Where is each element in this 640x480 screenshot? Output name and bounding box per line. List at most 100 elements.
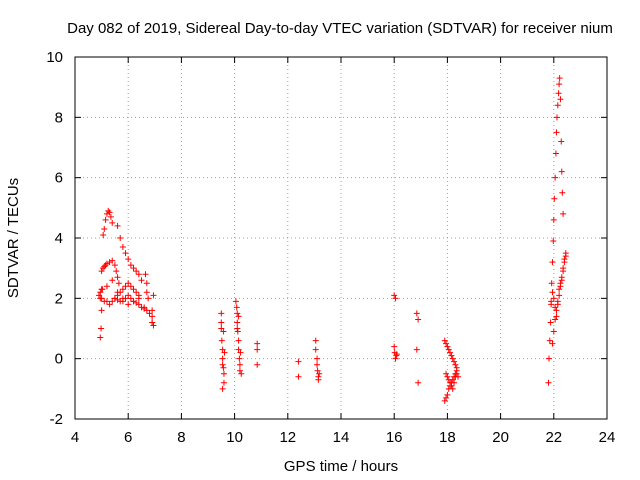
data-point xyxy=(130,265,137,272)
data-point xyxy=(100,231,107,238)
data-point xyxy=(447,349,454,356)
data-point xyxy=(553,313,560,320)
data-point xyxy=(130,298,137,305)
data-point xyxy=(413,310,420,317)
data-point xyxy=(393,351,400,358)
data-point xyxy=(218,310,225,317)
data-point xyxy=(553,129,560,136)
data-point xyxy=(221,349,228,356)
data-point xyxy=(103,210,110,217)
data-point xyxy=(554,102,561,109)
data-point xyxy=(143,307,150,314)
data-point xyxy=(556,81,563,88)
data-point xyxy=(558,168,565,175)
data-point xyxy=(235,337,242,344)
data-point xyxy=(234,325,241,332)
data-point xyxy=(219,361,226,368)
data-point xyxy=(150,292,157,299)
data-point xyxy=(562,253,569,260)
x-tick-label: 8 xyxy=(177,429,185,446)
data-point xyxy=(105,207,112,214)
data-point xyxy=(548,298,555,305)
x-tick-label: 22 xyxy=(545,429,562,446)
data-point xyxy=(115,280,122,287)
y-tick-label: 10 xyxy=(46,49,63,66)
x-tick-label: 4 xyxy=(71,429,79,446)
data-point xyxy=(553,114,560,121)
data-point xyxy=(316,370,323,377)
grid xyxy=(75,57,607,419)
data-point xyxy=(547,319,554,326)
data-point xyxy=(548,280,555,287)
data-point xyxy=(236,367,243,374)
data-point xyxy=(133,299,140,306)
data-point xyxy=(111,262,118,269)
x-axis-label: GPS time / hours xyxy=(284,458,398,475)
data-point xyxy=(550,238,557,245)
data-point xyxy=(117,235,124,241)
data-point xyxy=(219,385,226,392)
data-point xyxy=(392,355,399,362)
data-point xyxy=(150,322,157,329)
data-point xyxy=(106,209,113,216)
y-tick-label: 4 xyxy=(55,230,63,247)
data-point xyxy=(236,361,243,368)
data-point xyxy=(314,355,321,362)
data-point xyxy=(133,268,140,275)
data-point xyxy=(109,298,116,305)
data-point xyxy=(549,340,556,347)
data-point xyxy=(448,382,455,389)
data-point xyxy=(125,301,132,308)
data-point xyxy=(98,295,105,302)
x-tick-label: 12 xyxy=(279,429,296,446)
data-point xyxy=(552,174,559,181)
data-point xyxy=(449,385,456,392)
chart-title: Day 082 of 2019, Sidereal Day-to-day VTE… xyxy=(67,20,613,37)
data-point xyxy=(119,286,126,293)
data-point xyxy=(556,75,563,82)
data-point xyxy=(443,394,450,401)
data-point xyxy=(254,340,261,347)
data-point xyxy=(220,370,227,377)
data-point xyxy=(552,304,559,311)
data-point xyxy=(413,346,420,353)
y-tick-label: 6 xyxy=(55,170,63,187)
data-point xyxy=(449,355,456,362)
data-point xyxy=(233,304,240,311)
x-tick-label: 16 xyxy=(386,429,403,446)
data-point xyxy=(122,250,129,257)
data-point xyxy=(254,346,261,353)
data-point xyxy=(114,296,121,303)
data-point xyxy=(234,319,241,326)
data-point xyxy=(149,319,156,326)
data-point xyxy=(443,370,450,377)
data-point xyxy=(555,90,562,97)
data-point xyxy=(234,310,241,317)
data-point xyxy=(295,373,302,380)
y-tick-label: 8 xyxy=(55,109,63,126)
x-tick-label: 10 xyxy=(226,429,243,446)
data-point xyxy=(218,337,225,344)
data-point xyxy=(235,313,242,320)
data-point xyxy=(98,268,105,275)
data-point xyxy=(550,328,557,335)
data-point xyxy=(314,367,321,374)
data-point xyxy=(220,364,227,371)
data-point xyxy=(101,225,108,232)
data-point xyxy=(444,343,451,350)
data-point xyxy=(549,259,556,266)
y-tick-label: 2 xyxy=(55,290,63,307)
data-point xyxy=(441,397,448,404)
data-point xyxy=(133,289,140,296)
x-tick-label: 6 xyxy=(124,429,132,446)
data-point xyxy=(557,280,564,287)
data-point xyxy=(135,301,142,308)
data-point xyxy=(99,265,106,272)
data-point xyxy=(415,379,422,386)
data-point xyxy=(557,96,564,103)
data-point xyxy=(138,277,145,284)
data-point xyxy=(295,358,302,365)
data-point xyxy=(109,219,116,226)
data-point xyxy=(113,268,120,275)
